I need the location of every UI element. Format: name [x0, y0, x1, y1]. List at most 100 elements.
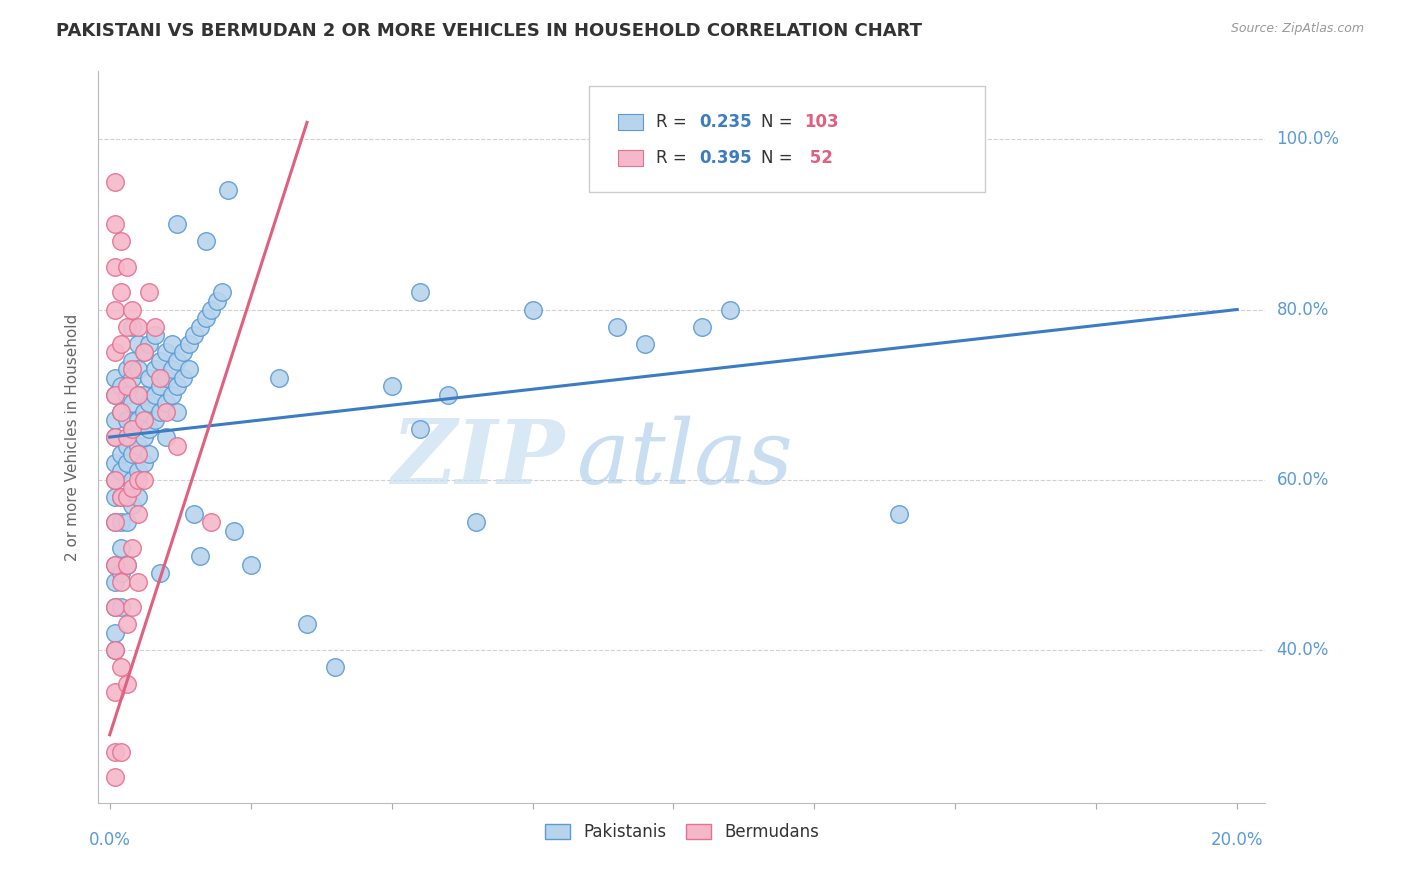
Text: atlas: atlas	[576, 416, 793, 502]
Point	[104, 745, 127, 759]
Point	[211, 285, 233, 300]
Point	[115, 490, 138, 504]
Point	[160, 362, 183, 376]
Text: 20.0%: 20.0%	[1211, 830, 1264, 848]
Point	[127, 574, 149, 589]
Point	[127, 387, 149, 401]
Point	[522, 302, 544, 317]
Point	[127, 473, 149, 487]
Point	[121, 302, 143, 317]
Point	[115, 439, 138, 453]
Point	[104, 515, 127, 529]
Text: 0.395: 0.395	[699, 149, 752, 168]
Point	[143, 413, 166, 427]
Text: R =: R =	[657, 149, 692, 168]
Point	[166, 218, 188, 232]
Text: 80.0%: 80.0%	[1277, 301, 1329, 318]
Point	[127, 413, 149, 427]
Point	[166, 439, 188, 453]
Point	[138, 336, 160, 351]
Point	[104, 370, 127, 384]
Point	[121, 473, 143, 487]
Point	[121, 353, 143, 368]
Point	[138, 447, 160, 461]
Point	[132, 413, 155, 427]
Point	[323, 659, 346, 673]
Point	[110, 659, 132, 673]
Point	[132, 430, 155, 444]
Point	[104, 490, 127, 504]
Point	[132, 387, 155, 401]
Point	[127, 447, 149, 461]
Point	[104, 625, 127, 640]
Point	[110, 379, 132, 393]
Point	[110, 285, 132, 300]
Point	[132, 345, 155, 359]
Point	[110, 447, 132, 461]
Point	[239, 558, 262, 572]
Point	[166, 353, 188, 368]
Point	[104, 302, 127, 317]
Point	[155, 430, 177, 444]
Point	[104, 456, 127, 470]
Point	[132, 404, 155, 418]
Point	[149, 370, 172, 384]
Text: N =: N =	[761, 112, 799, 131]
Point	[104, 600, 127, 615]
Text: 0.235: 0.235	[699, 112, 752, 131]
Text: R =: R =	[657, 112, 692, 131]
Point	[121, 541, 143, 555]
Point	[138, 396, 160, 410]
Point	[138, 370, 160, 384]
Point	[110, 600, 132, 615]
Point	[155, 404, 177, 418]
Point	[104, 473, 127, 487]
Point	[115, 677, 138, 691]
Point	[177, 336, 200, 351]
Point	[217, 183, 239, 197]
Point	[115, 319, 138, 334]
Point	[222, 524, 245, 538]
Point	[104, 218, 127, 232]
Point	[104, 413, 127, 427]
Point	[200, 302, 222, 317]
Point	[143, 319, 166, 334]
Point	[110, 574, 132, 589]
Point	[132, 345, 155, 359]
Point	[110, 566, 132, 581]
Point	[295, 617, 318, 632]
Point	[155, 396, 177, 410]
Point	[127, 439, 149, 453]
Text: 40.0%: 40.0%	[1277, 640, 1329, 658]
Point	[110, 404, 132, 418]
Point	[143, 362, 166, 376]
Point	[143, 387, 166, 401]
Point	[121, 421, 143, 435]
Point	[104, 642, 127, 657]
Point	[104, 642, 127, 657]
Point	[121, 421, 143, 435]
Point	[138, 421, 160, 435]
Point	[205, 293, 228, 308]
Text: 103: 103	[804, 112, 839, 131]
Point	[127, 464, 149, 478]
Point	[634, 336, 657, 351]
Point	[149, 566, 172, 581]
Point	[104, 770, 127, 784]
Point	[110, 490, 132, 504]
Point	[115, 379, 138, 393]
Point	[104, 600, 127, 615]
Text: 52: 52	[804, 149, 834, 168]
FancyBboxPatch shape	[617, 114, 644, 130]
Point	[718, 302, 741, 317]
Point	[188, 319, 211, 334]
Point	[172, 370, 194, 384]
Point	[110, 490, 132, 504]
Point	[188, 549, 211, 563]
Point	[127, 362, 149, 376]
Point	[121, 600, 143, 615]
Point	[104, 685, 127, 699]
Point	[104, 515, 127, 529]
Point	[160, 336, 183, 351]
Point	[132, 473, 155, 487]
